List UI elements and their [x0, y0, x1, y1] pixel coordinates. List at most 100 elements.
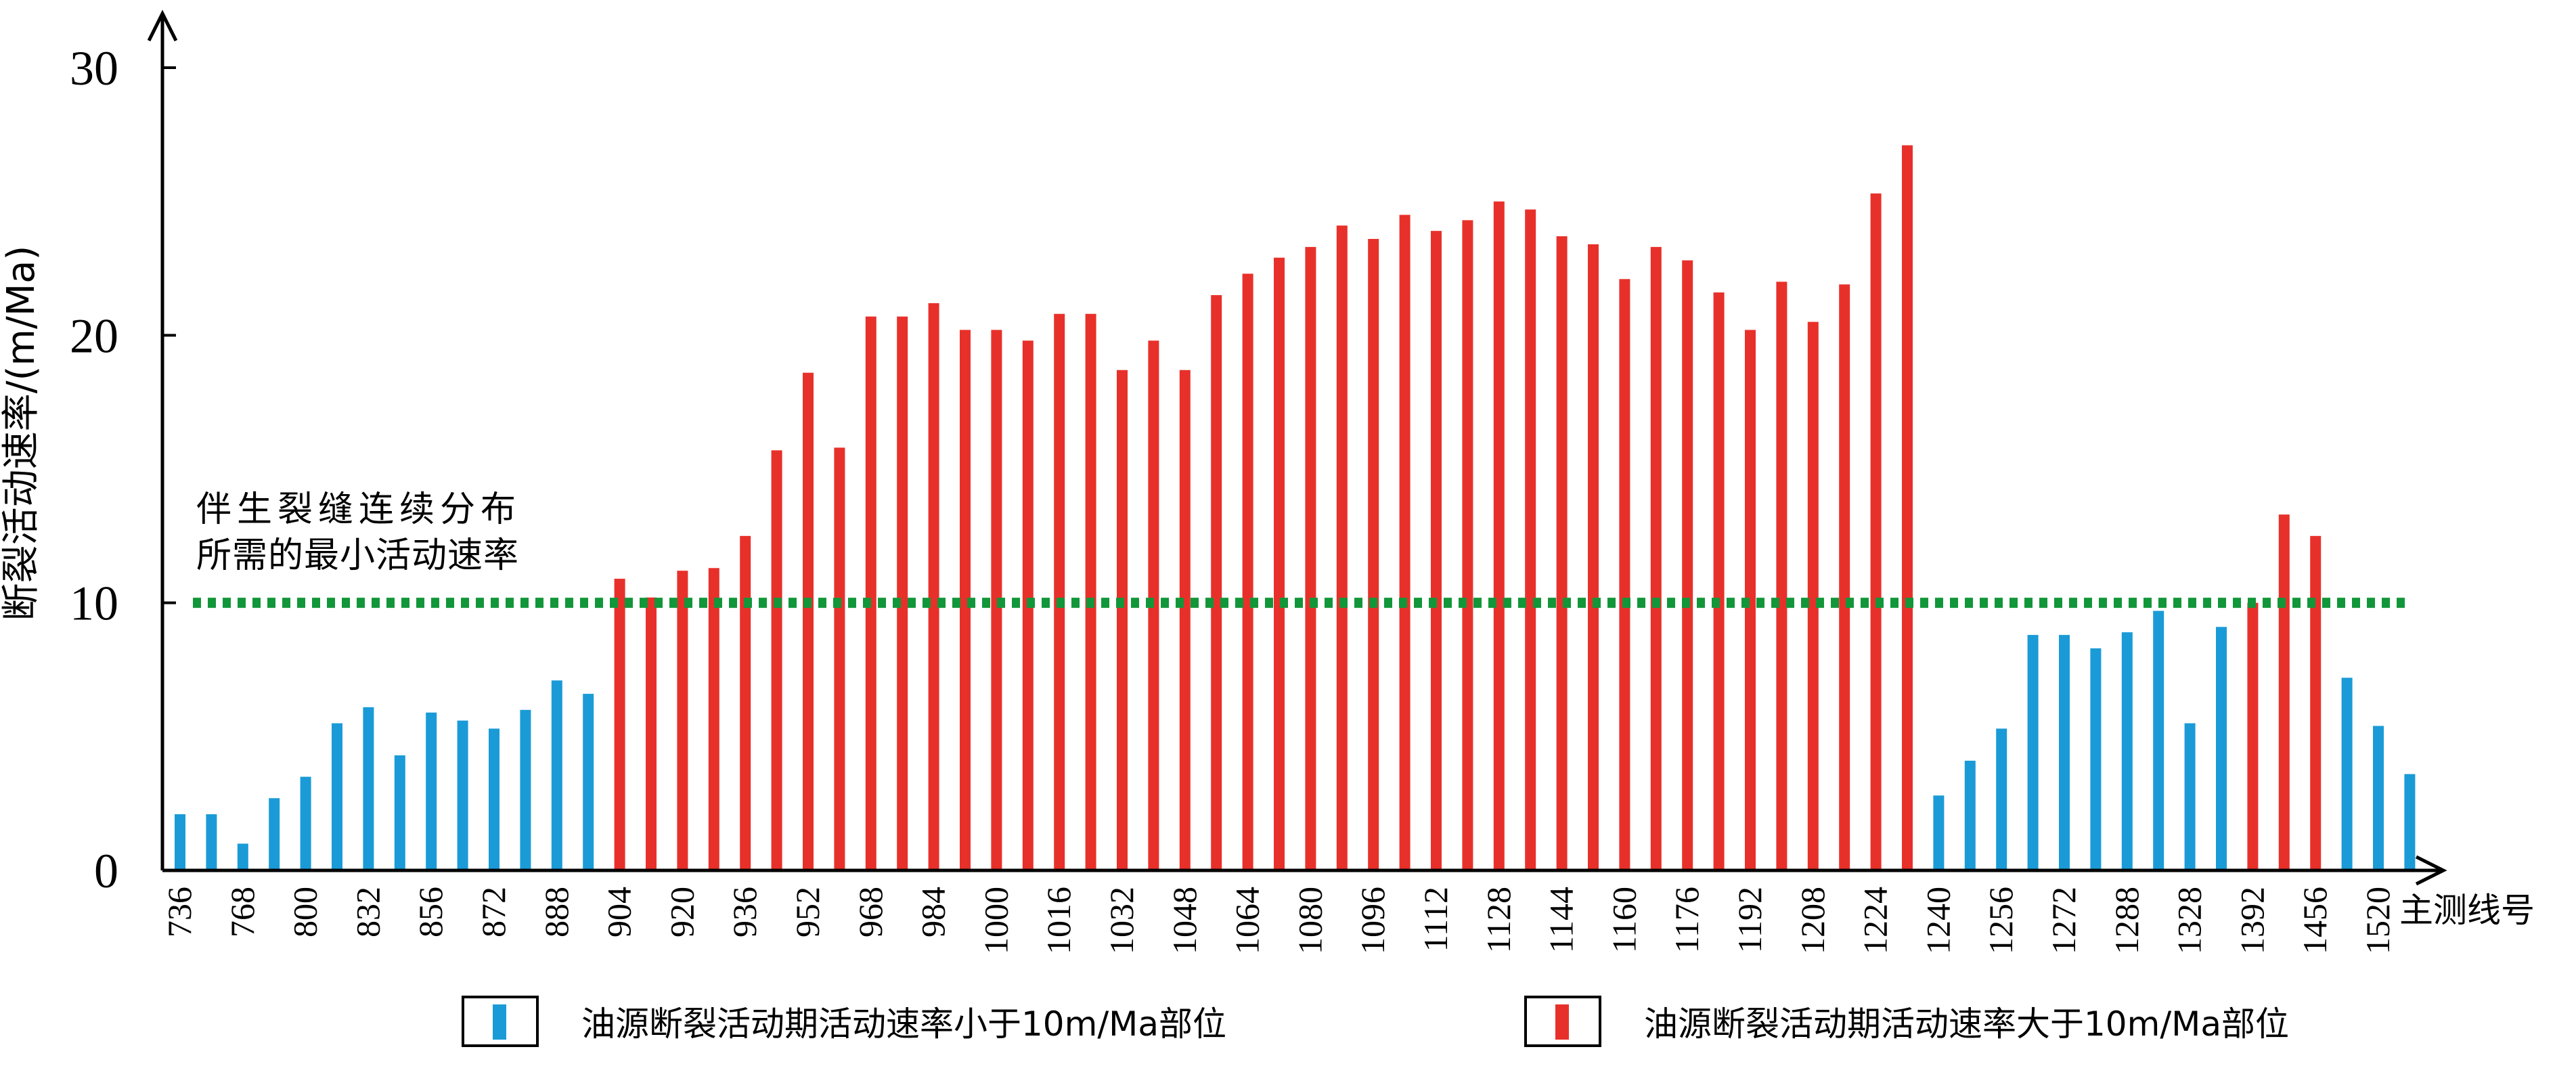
bar-912 [646, 597, 657, 870]
bar-832 [363, 707, 374, 870]
x-tick-label: 872 [474, 887, 512, 937]
bar-904 [614, 579, 625, 870]
x-tick-label: 1392 [2233, 887, 2271, 954]
x-tick-label: 1208 [1794, 887, 1831, 954]
x-tick-label: 1224 [1857, 887, 1894, 954]
bar-1216 [1839, 284, 1850, 871]
x-tick-label: 1032 [1103, 887, 1140, 954]
bar-944 [771, 450, 782, 870]
x-axis-label: 主测线号 [2399, 891, 2535, 930]
bar-1112 [1431, 231, 1442, 870]
y-tick-label: 0 [94, 844, 118, 898]
x-tick-label: 1064 [1228, 887, 1266, 954]
bar-952 [803, 372, 814, 870]
bar-1296 [2153, 611, 2164, 870]
bar-864 [457, 720, 468, 870]
x-ticks: 736 768 800 832 856 872 888 904 920 936 952 968 984 1… [160, 887, 2397, 954]
bar-1424 [2278, 514, 2290, 870]
x-tick-label: 1272 [2045, 887, 2083, 954]
bar-1016 [1054, 313, 1065, 870]
bar-960 [834, 447, 845, 870]
legend-label-low: 油源断裂活动期活动速率小于10m/Ma部位 [581, 1004, 1226, 1044]
bar-1128 [1493, 201, 1505, 871]
bar-816 [332, 723, 342, 870]
x-tick-label: 800 [286, 887, 324, 937]
bar-976 [897, 316, 908, 870]
legend-swatch-high [1555, 1004, 1569, 1040]
bar-936 [740, 535, 751, 870]
bar-920 [677, 571, 688, 870]
x-tick-label: 768 [223, 887, 261, 937]
bar-1392 [2247, 602, 2259, 870]
x-axis-arrow [2415, 855, 2447, 886]
bar-1328 [2184, 723, 2196, 870]
x-tick-label: 936 [726, 887, 763, 937]
bar-1176 [1682, 260, 1693, 870]
bar-1232 [1902, 145, 1913, 870]
x-tick-label: 888 [537, 887, 575, 937]
bar-1080 [1305, 246, 1316, 871]
bar-1056 [1211, 295, 1222, 870]
bar-752 [206, 814, 217, 870]
legend: 油源断裂活动期活动速率小于10m/Ma部位 油源断裂活动期活动速率大于10m/M… [462, 996, 2289, 1047]
x-tick-label: 1000 [977, 887, 1015, 954]
bar-1144 [1556, 236, 1568, 870]
bar-1360 [2216, 627, 2227, 870]
y-ticks: 0 10 20 30 [70, 41, 176, 898]
bar-1168 [1650, 246, 1662, 871]
bar-800 [300, 776, 311, 870]
bar-848 [394, 755, 405, 870]
x-tick-label: 736 [160, 887, 198, 937]
bar-1072 [1274, 257, 1285, 871]
bar-1192 [1745, 330, 1756, 871]
bar-784 [269, 798, 280, 870]
x-tick-label: 1128 [1480, 887, 1517, 953]
x-tick-label: 1288 [2108, 887, 2146, 954]
x-tick-label: 1192 [1731, 887, 1769, 953]
bar-736 [175, 814, 185, 870]
x-tick-label: 1520 [2359, 887, 2397, 954]
bar-1456 [2310, 535, 2322, 870]
x-tick-label: 920 [663, 887, 701, 937]
y-tick-label: 10 [70, 577, 118, 631]
bar-1088 [1336, 225, 1348, 870]
bar-880 [520, 709, 531, 870]
x-tick-label: 856 [412, 887, 449, 937]
bar-984 [928, 303, 939, 871]
bar-1184 [1713, 292, 1725, 871]
bar-1104 [1399, 215, 1411, 870]
bar-1120 [1462, 220, 1473, 871]
x-tick-label: 984 [914, 887, 952, 937]
legend-label-high: 油源断裂活动期活动速率大于10m/Ma部位 [1644, 1004, 2289, 1044]
x-tick-label: 1144 [1542, 887, 1580, 953]
bar-1288 [2121, 632, 2133, 870]
threshold-label-line-2: 所需的最小活动速率 [196, 535, 519, 576]
x-tick-label: 832 [349, 887, 386, 937]
bar-872 [489, 728, 499, 870]
x-tick-label: 1256 [1982, 887, 2020, 954]
bar-1160 [1619, 279, 1630, 870]
bar-1224 [1870, 193, 1882, 871]
bar-968 [865, 316, 876, 870]
bars-group [175, 145, 2416, 871]
bar-1256 [1996, 728, 2007, 870]
threshold-label-line-1: 伴生裂缝连续分布 [196, 489, 521, 530]
x-tick-label: 1048 [1165, 887, 1203, 954]
bar-1096 [1368, 239, 1379, 871]
bar-896 [583, 694, 594, 870]
x-tick-label: 904 [600, 887, 638, 937]
bar-1000 [991, 330, 1002, 871]
bar-928 [708, 568, 719, 870]
bar-1264 [2027, 635, 2039, 870]
bar-1152 [1588, 244, 1599, 870]
bar-1024 [1085, 313, 1096, 870]
bar-1280 [2090, 648, 2102, 870]
legend-swatch-low [493, 1004, 506, 1040]
x-tick-label: 968 [851, 887, 889, 937]
bar-1520 [2373, 726, 2384, 870]
bar-1136 [1525, 209, 1536, 870]
bar-992 [960, 330, 971, 871]
bar-1248 [1964, 760, 1976, 870]
x-tick-label: 1112 [1417, 887, 1454, 952]
